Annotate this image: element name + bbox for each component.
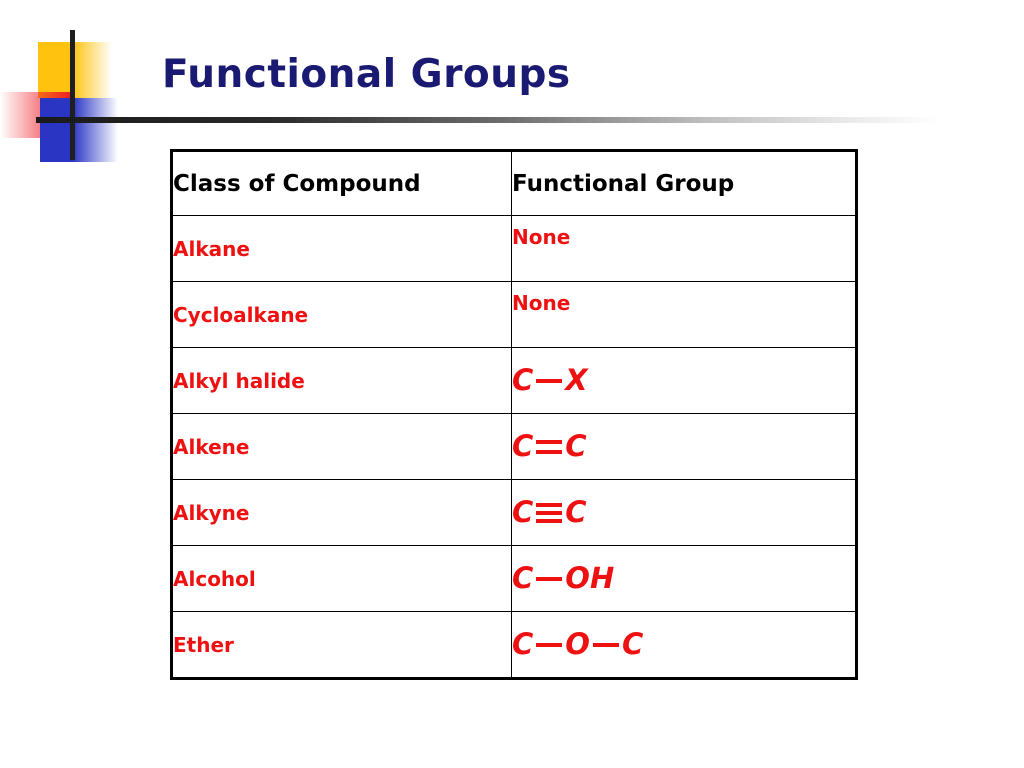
table-row: Alkyl halide C X [171,347,857,414]
cell-compound-class: Alkene [171,413,512,480]
cell-compound-class: Alkyne [171,479,512,546]
formula-atom: O [565,627,590,661]
formula-bond-triple [536,502,563,524]
functional-group-text: None [512,224,571,249]
cell-functional-group: C OH [511,545,857,612]
functional-group-text: None [512,290,571,315]
table-row: Alkane None [171,215,857,282]
table-header-row: Class of Compound Functional Group [171,150,857,216]
table-row: Alkene C C [171,413,857,480]
functional-groups-table: Class of Compound Functional Group Alkan… [170,149,858,680]
table-body: Class of Compound Functional Group Alkan… [171,150,857,679]
cell-functional-group: None [511,215,857,282]
page-title: Functional Groups [162,52,571,97]
column-header-functional-group: Functional Group [511,150,857,216]
formula-atom: C [512,627,534,661]
logo-vertical-line [70,30,75,160]
formula-bond-single [592,634,619,656]
formula-atom: C [512,363,534,397]
logo-blue-square [40,98,118,162]
formula-atom: OH [565,561,615,595]
formula-atom: C [512,495,534,529]
cell-compound-class: Alkyl halide [171,347,512,414]
formula-atom: C [512,561,534,595]
formula-atom: C [565,495,587,529]
cell-compound-class: Cycloalkane [171,281,512,348]
formula-bond-double [536,436,563,458]
decorative-logo-mark [0,22,150,162]
formula-atom: C [512,429,534,463]
formula-atom: X [565,363,588,397]
formula-bond-single [536,568,563,590]
logo-yellow-square [38,42,112,98]
cell-compound-class: Alcohol [171,545,512,612]
formula-atom: C [621,627,644,661]
table-row: Ether C O C [171,611,857,679]
table-row: Alcohol C OH [171,545,857,612]
title-underline-rule [36,117,941,123]
table-row: Alkyne C C [171,479,857,546]
table-row: Cycloalkane None [171,281,857,348]
formula-bond-single [536,634,563,656]
cell-compound-class: Ether [171,611,512,679]
functional-group-formula: C OH [512,564,855,593]
formula-bond-single [536,370,563,392]
cell-compound-class: Alkane [171,215,512,282]
formula-atom: C [565,429,587,463]
column-header-class-of-compound: Class of Compound [171,150,512,216]
cell-functional-group: None [511,281,857,348]
